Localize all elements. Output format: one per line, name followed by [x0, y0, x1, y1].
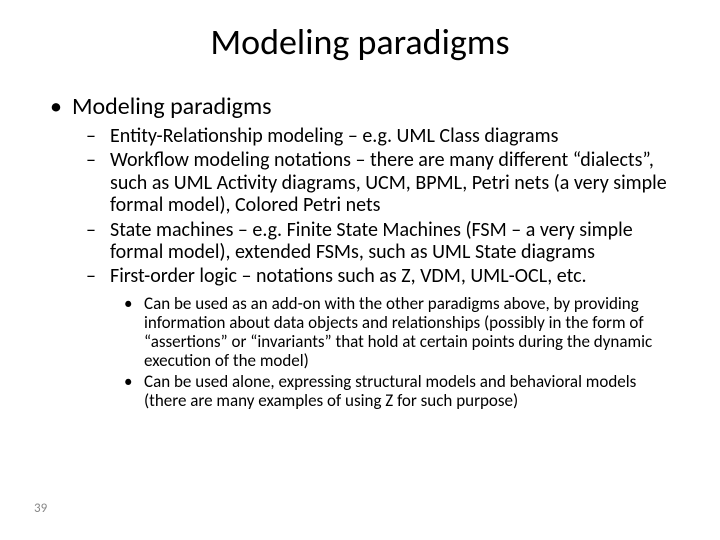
bullet-text: Modeling paradigms — [72, 92, 272, 121]
slide-title: Modeling paradigms — [50, 20, 670, 64]
list-item: State machines – e.g. Finite State Machi… — [110, 219, 670, 264]
bullet-list-level1: Modeling paradigms Entity-Relationship m… — [50, 92, 670, 410]
bullet-text: Can be used alone, expressing structural… — [144, 371, 636, 411]
list-item: Workflow modeling notations – there are … — [110, 149, 670, 216]
slide: Modeling paradigms Modeling paradigms En… — [0, 0, 720, 540]
bullet-text: Workflow modeling notations – there are … — [110, 148, 667, 217]
bullet-text: First-order logic – notations such as Z,… — [110, 264, 587, 288]
bullet-text: Entity-Relationship modeling – e.g. UML … — [110, 124, 558, 148]
list-item: Can be used as an add-on with the other … — [144, 294, 670, 370]
page-number: 39 — [34, 501, 47, 516]
list-item: Modeling paradigms Entity-Relationship m… — [72, 92, 670, 410]
bullet-text: Can be used as an add-on with the other … — [144, 293, 652, 371]
list-item: Can be used alone, expressing structural… — [144, 372, 670, 410]
list-item: First-order logic – notations such as Z,… — [110, 265, 670, 410]
bullet-list-level2: Entity-Relationship modeling – e.g. UML … — [72, 125, 670, 410]
bullet-text: State machines – e.g. Finite State Machi… — [110, 218, 633, 264]
list-item: Entity-Relationship modeling – e.g. UML … — [110, 125, 670, 147]
bullet-list-level3: Can be used as an add-on with the other … — [110, 294, 670, 410]
